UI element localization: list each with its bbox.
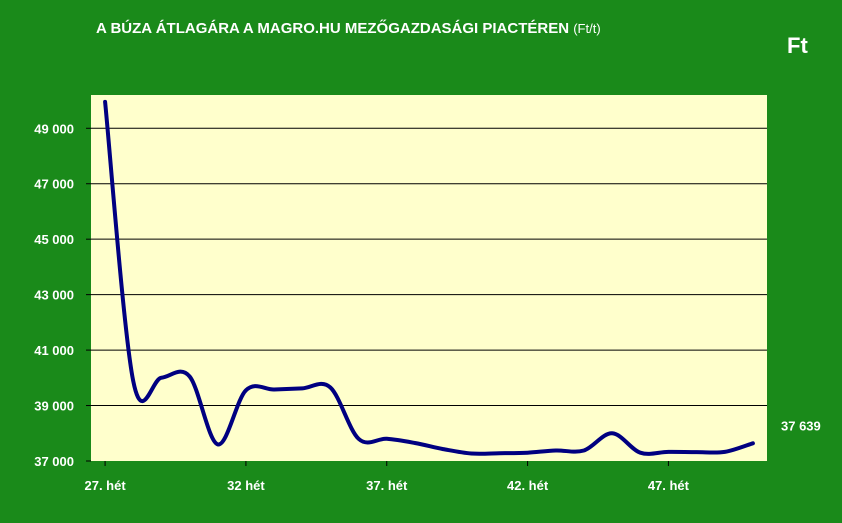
x-tick-label: 47. hét	[648, 478, 690, 493]
y-tick-label: 49 000	[34, 121, 74, 136]
y-tick-label: 37 000	[34, 454, 74, 469]
chart-title: A BÚZA ÁTLAGÁRA A MAGRO.HU MEZŐGAZDASÁGI…	[96, 20, 601, 37]
y-axis: 37 000 39 000 41 000 43 000 45 000 47 000 49 0…	[34, 121, 91, 469]
y-tick-label: 41 000	[34, 343, 74, 358]
chart-title-unit: (Ft/t)	[573, 21, 601, 36]
gridlines	[91, 127, 767, 407]
x-tick-label: 37. hét	[366, 478, 408, 493]
y-tick-label: 43 000	[34, 288, 74, 303]
series-line-wheat-price	[103, 99, 755, 456]
x-tick-label: 27. hét	[84, 478, 126, 493]
y-tick-label: 45 000	[34, 232, 74, 247]
x-tick-label: 32 hét	[227, 478, 265, 493]
y-tick-label: 47 000	[34, 177, 74, 192]
x-tick-label: 42. hét	[507, 478, 549, 493]
x-axis: 27. hét 32 hét 37. hét 42. hét 47. hét	[84, 461, 690, 493]
chart-title-text: A BÚZA ÁTLAGÁRA A MAGRO.HU MEZŐGAZDASÁGI…	[96, 20, 570, 37]
plot-area	[91, 95, 767, 461]
end-value-label: 37 639	[781, 418, 821, 433]
y-tick-label: 39 000	[34, 399, 74, 414]
y-axis-unit-label: Ft	[787, 33, 808, 58]
